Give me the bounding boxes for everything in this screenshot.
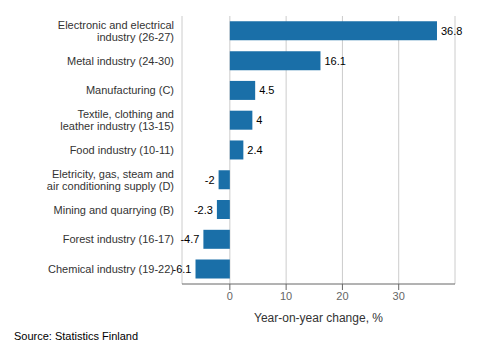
svg-text:Forest industry (16-17): Forest industry (16-17) [63,233,174,245]
svg-text:Eletricity, gas, steam andair: Eletricity, gas, steam andair conditioni… [47,168,174,192]
svg-text:Electronic and electricalindus: Electronic and electricalindustry (26-27… [58,19,174,43]
html-text:Source: Statistics Finland: Source: Statistics Finland [14,330,139,342]
svg-text:0: 0 [227,290,233,302]
svg-text:-2: -2 [205,174,215,186]
svg-text:Year-on-year change, %: Year-on-year change, % [254,311,383,325]
svg-text:30: 30 [393,290,405,302]
svg-text:Manufacturing (C): Manufacturing (C) [86,84,174,96]
svg-text:Food industry (10-11): Food industry (10-11) [70,144,174,156]
svg-text:Metal industry (24-30): Metal industry (24-30) [67,55,174,67]
svg-text:4.5: 4.5 [259,84,274,96]
svg-text:4: 4 [256,114,262,126]
svg-text:Chemical industry (19-22): Chemical industry (19-22) [48,263,174,275]
svg-text:-4.7: -4.7 [180,233,199,245]
svg-text:2.4: 2.4 [247,144,262,156]
svg-text:10: 10 [280,290,292,302]
svg-text:16.1: 16.1 [324,55,345,67]
svg-text:20: 20 [336,290,348,302]
svg-text:Mining and quarrying (B): Mining and quarrying (B) [54,204,174,216]
svg-text:-2.3: -2.3 [194,204,213,216]
svg-text:36.8: 36.8 [441,25,462,37]
svg-text:-6.1: -6.1 [173,263,192,275]
svg-text:Textile, clothing andleather i: Textile, clothing andleather industry (1… [60,108,174,132]
